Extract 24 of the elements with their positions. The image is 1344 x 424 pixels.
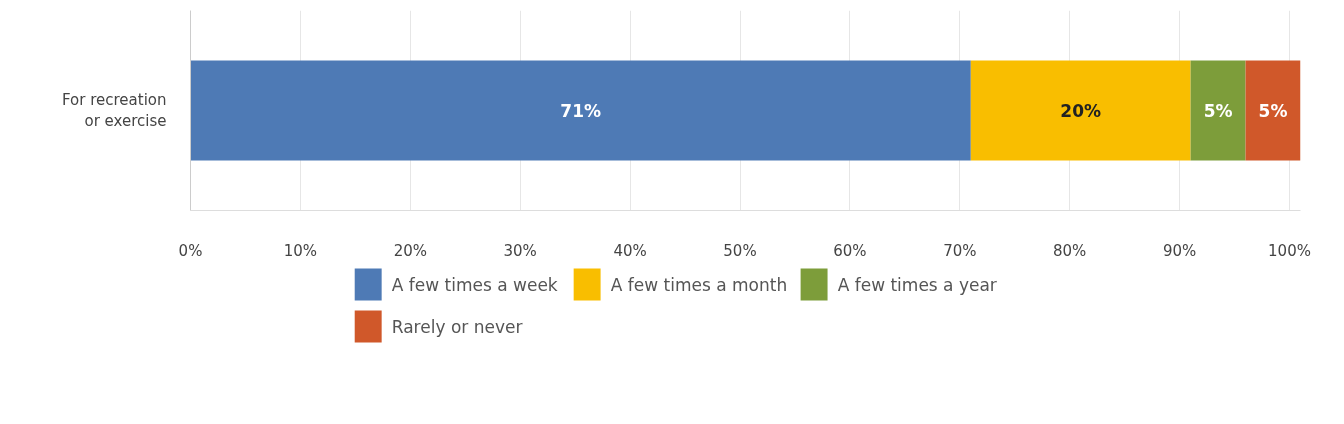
x-tick-label: 20%	[393, 241, 427, 260]
legend-label: A few times a month	[610, 274, 788, 295]
text: 5%	[1203, 100, 1233, 121]
bar	[1190, 60, 1246, 161]
bar	[970, 60, 1191, 161]
legend-label: Rarely or never	[391, 316, 523, 337]
x-tick-label: 40%	[613, 241, 647, 260]
x-tick-label: 70%	[943, 241, 977, 260]
text: 71%	[560, 100, 602, 121]
x-tick-label: 100%	[1268, 241, 1311, 260]
x-tick-label: 50%	[723, 241, 757, 260]
text: 5%	[1258, 100, 1288, 121]
bar	[1245, 60, 1301, 161]
y-tick-label: For recreation or exercise	[61, 90, 167, 131]
x-tick-label: 60%	[833, 241, 867, 260]
x-tick-label: 90%	[1162, 241, 1197, 260]
x-tick-label: 80%	[1053, 241, 1087, 260]
x-tick-label: 30%	[503, 241, 537, 260]
x-tick-label: 0%	[178, 241, 203, 260]
legend-label: A few times a year	[837, 274, 997, 295]
legend-label: A few times a week	[391, 274, 558, 295]
bar	[190, 60, 971, 161]
x-tick-label: 10%	[283, 241, 318, 260]
text: 20%	[1060, 100, 1102, 121]
